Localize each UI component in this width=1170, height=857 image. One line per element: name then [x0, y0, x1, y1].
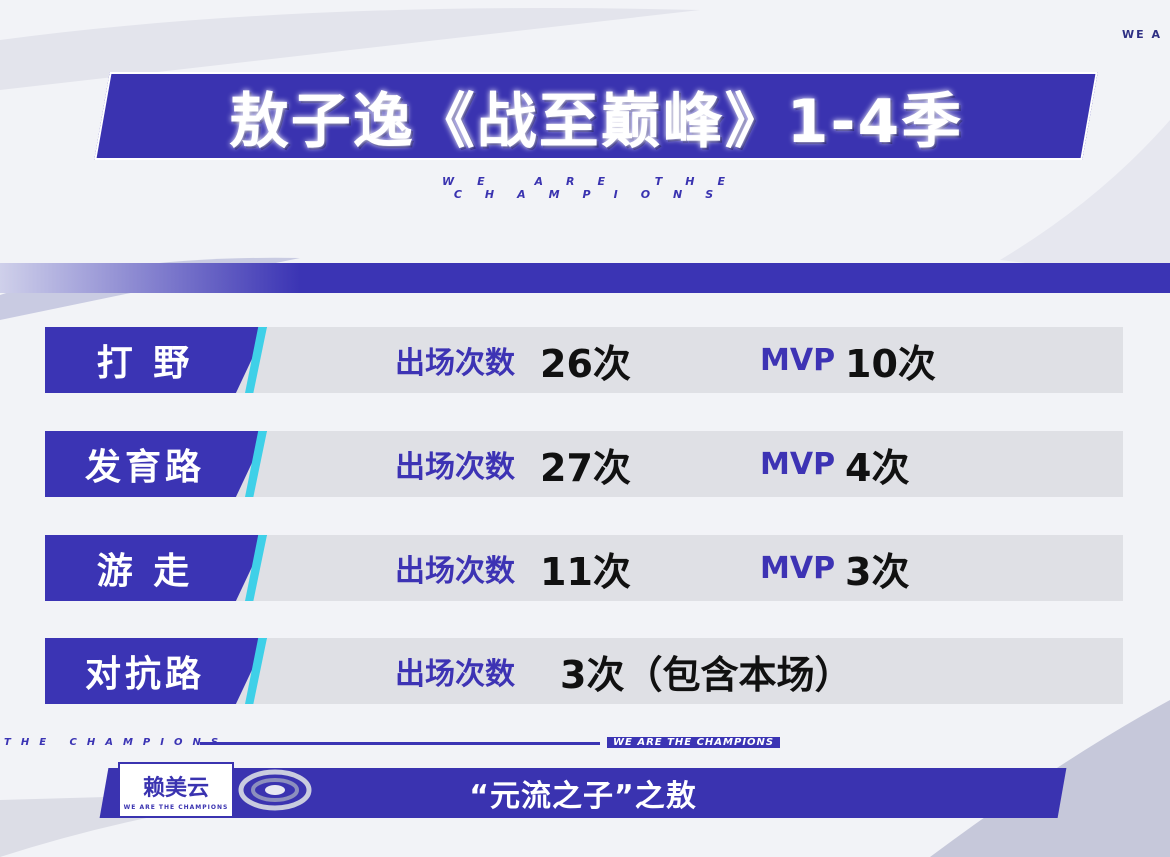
stat-row-roam: 游 走 出场次数 11次 MVP 3次	[45, 535, 1123, 601]
host-nameplate: 赖美云 WE ARE THE CHAMPIONS	[118, 762, 234, 818]
bottom-tagline: THE CHAMPIONS WE ARE THE CHAMPIONS	[0, 737, 1170, 751]
row-background	[225, 327, 1123, 393]
role-tag	[45, 431, 267, 497]
row-background	[225, 431, 1123, 497]
appearance-label: 出场次数	[395, 554, 515, 589]
bottom-right-text: WE ARE THE CHAMPIONS	[607, 737, 781, 748]
bottom-divider	[200, 742, 600, 745]
swirl-logo-icon	[238, 769, 312, 811]
mvp-value: 3次	[845, 549, 910, 594]
divider-bar	[0, 263, 1170, 293]
mvp-label: MVP	[760, 550, 836, 586]
stat-row-marksman: 发育路 出场次数 27次 MVP 4次	[45, 431, 1123, 497]
bottom-left-text: THE CHAMPIONS	[4, 737, 229, 748]
stat-row-clash: 对抗路 出场次数 3次（包含本场）	[45, 638, 1123, 704]
row-background	[225, 638, 1123, 704]
mvp-value: 10次	[845, 341, 936, 386]
host-name: 赖美云	[142, 775, 209, 801]
host-subtitle: WE ARE THE CHAMPIONS	[123, 803, 229, 811]
role-tag	[45, 535, 267, 601]
appearance-label: 出场次数	[395, 657, 515, 692]
row-background	[225, 535, 1123, 601]
role-tag	[45, 327, 267, 393]
role-label: 发育路	[84, 447, 205, 488]
appearance-value: 27次	[540, 445, 631, 490]
appearance-value: 3次（包含本场）	[560, 652, 853, 697]
appearance-value: 11次	[540, 549, 631, 594]
role-label: 打 野	[96, 343, 194, 384]
page-title: 敖子逸《战至巅峰》1-4季	[228, 86, 964, 157]
role-tag	[45, 638, 267, 704]
role-label: 对抗路	[84, 654, 205, 695]
stat-row-jungle: 打 野 出场次数 26次 MVP 10次	[45, 327, 1123, 393]
role-label: 游 走	[96, 551, 194, 592]
caption-text: “元流之子”之敖	[469, 779, 697, 814]
appearance-value: 26次	[540, 341, 631, 386]
mvp-value: 4次	[845, 445, 910, 490]
mvp-label: MVP	[760, 446, 836, 482]
corner-tag: WE A	[1122, 28, 1162, 41]
appearance-label: 出场次数	[395, 450, 515, 485]
tagline: WE ARE THE CHAMPIONS	[441, 175, 749, 201]
appearance-label: 出场次数	[395, 346, 515, 381]
mvp-label: MVP	[760, 342, 836, 378]
